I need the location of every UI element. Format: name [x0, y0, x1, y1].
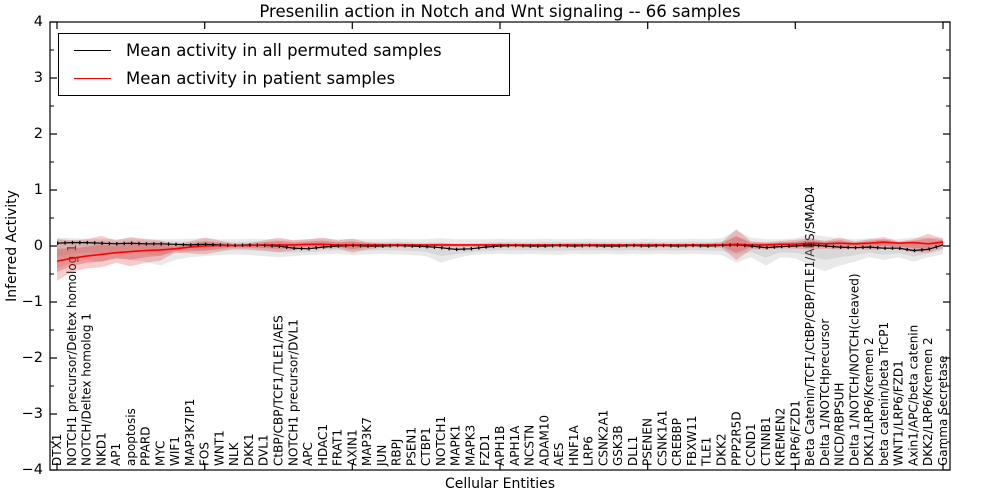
- category-label: FBXW11: [685, 416, 699, 467]
- category-label: Beta Catenin/TCF1/CtBP/CBP/TLE1/AES/SMAD…: [803, 186, 817, 466]
- category-label: DKK2: [715, 433, 729, 466]
- patient-mean-line: [56, 241, 944, 262]
- y-tick-label: 3: [34, 70, 43, 86]
- category-label: NCSTN: [523, 425, 537, 466]
- category-label: DKK2/LRP6/Kremen 2: [921, 337, 935, 466]
- category-label: WNT1/LRP6/FZD1: [892, 360, 906, 466]
- category-label: GSK3B: [611, 425, 625, 466]
- category-label: APC: [301, 442, 315, 466]
- category-label: APH1A: [508, 425, 522, 466]
- category-label: DLL1: [626, 436, 640, 466]
- category-label: apoptosis: [124, 408, 138, 466]
- y-tick-label: 0: [34, 238, 43, 254]
- y-tick-label: −1: [22, 294, 43, 310]
- category-label: PPARD: [139, 427, 153, 467]
- category-label: LRP6/FZD1: [788, 400, 802, 466]
- category-label: CREBBP: [670, 418, 684, 466]
- category-label: AXIN1: [345, 429, 359, 466]
- category-label: AES: [552, 443, 566, 466]
- category-label: Gamma Secretase: [936, 355, 950, 466]
- category-label: DTX1: [50, 434, 64, 466]
- legend-label-patient: Mean activity in patient samples: [126, 68, 396, 88]
- category-label: LRP6: [582, 436, 596, 466]
- category-label: PSENEN: [641, 418, 655, 466]
- category-label: beta catenin/beta TrCP1: [877, 322, 891, 466]
- category-label: TLE1: [700, 437, 714, 467]
- category-label: Delta 1/NOTCH/NOTCH(cleaved): [847, 273, 861, 466]
- category-label: NOTCH1: [434, 416, 448, 466]
- y-tick-label: 2: [34, 126, 43, 142]
- category-label: RBPJ: [390, 439, 404, 466]
- chart-title: Presenilin action in Notch and Wnt signa…: [259, 2, 741, 21]
- category-label: DVL1: [257, 434, 271, 466]
- permuted-mean-line: [56, 242, 944, 252]
- category-label: CSNK2A1: [596, 410, 610, 466]
- category-label: CtBP/CBP/TCF1/TLE1/AES: [272, 315, 286, 466]
- category-label: DKK1/LRP6/Kremen 2: [862, 337, 876, 466]
- y-tick-label: −2: [22, 350, 43, 366]
- legend-label-permuted: Mean activity in all permuted samples: [126, 41, 442, 61]
- y-tick-label: −3: [22, 406, 43, 422]
- y-tick-label: 4: [34, 14, 43, 30]
- category-label: NOTCH1 precursor/DVL1: [286, 319, 300, 466]
- category-label: NKD1: [94, 432, 108, 466]
- category-label: KREMEN2: [774, 408, 788, 466]
- category-label: WIF1: [168, 436, 182, 466]
- category-label: FOS: [198, 442, 212, 466]
- category-label: HNF1A: [567, 424, 581, 466]
- category-label: NICD/RBPSUH: [833, 383, 847, 466]
- category-label: JUN: [375, 445, 389, 467]
- category-label: DKK1: [242, 433, 256, 466]
- y-tick-label: −4: [22, 462, 43, 478]
- red-line-swatch: [74, 77, 111, 79]
- category-label: Delta 1/NOTCHprecursor: [818, 319, 832, 466]
- category-label: Axin1/APC/beta catenin: [907, 325, 921, 466]
- category-label: CTNNB1: [759, 416, 773, 466]
- category-label: MAP3K7IP1: [183, 399, 197, 466]
- permuted-band-inner: [57, 236, 943, 260]
- category-label: CSNK1A1: [655, 410, 669, 466]
- y-tick-label: 1: [34, 182, 43, 198]
- patient-band-outer: [57, 229, 943, 281]
- category-label: NOTCH/Deltex homolog 1: [80, 313, 94, 466]
- x-axis-label: Cellular Entities: [444, 476, 556, 492]
- category-label: PSEN1: [404, 427, 418, 466]
- category-label: CCND1: [744, 423, 758, 466]
- category-label: MAP3K7: [360, 417, 374, 466]
- category-label: MAPK1: [449, 425, 463, 466]
- legend: Mean activity in all permuted samples Me…: [58, 33, 510, 96]
- category-label: FZD1: [478, 434, 492, 466]
- category-label: APH1B: [493, 426, 507, 466]
- permuted-band-outer: [57, 230, 943, 272]
- black-line-swatch: [74, 50, 111, 52]
- category-label: MAPK3: [464, 425, 478, 466]
- legend-item-permuted: Mean activity in all permuted samples: [59, 41, 509, 60]
- category-label: CTBP1: [419, 427, 433, 466]
- legend-item-patient: Mean activity in patient samples: [59, 69, 509, 88]
- category-label: MYC: [153, 441, 167, 466]
- category-label: ADAM10: [537, 415, 551, 466]
- category-label: AP1: [109, 443, 123, 466]
- category-label: WNT1: [212, 430, 226, 466]
- category-label: FRAT1: [331, 429, 345, 466]
- category-label: PPP2R5D: [729, 411, 743, 466]
- category-label: NOTCH1 precursor/Deltex homolog 1: [65, 244, 79, 466]
- category-label: HDAC1: [316, 424, 330, 466]
- y-axis-label: Inferred Activity: [4, 190, 20, 302]
- category-label: NLK: [227, 441, 241, 466]
